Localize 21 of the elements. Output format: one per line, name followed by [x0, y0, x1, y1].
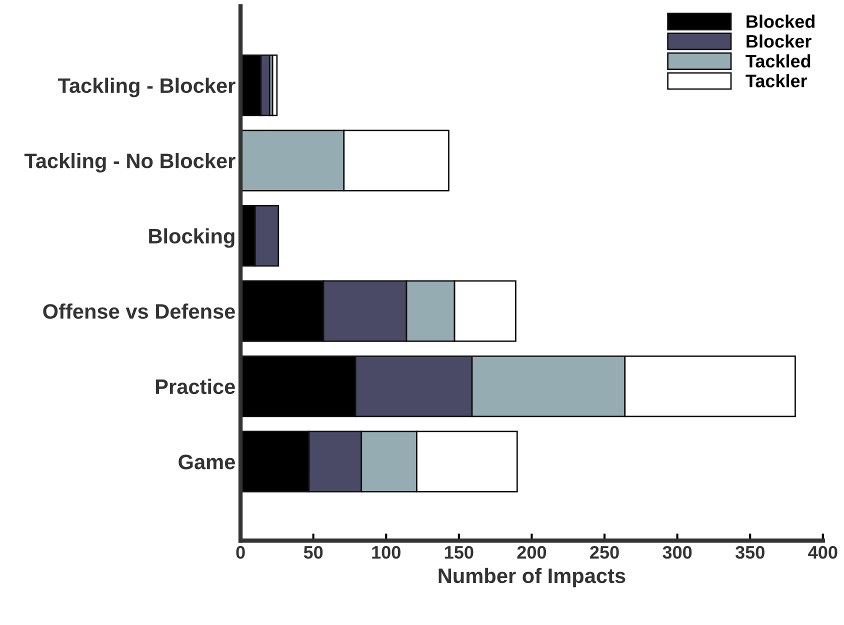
x-tick-label: 300: [662, 546, 692, 559]
x-tick-label: 150: [445, 546, 474, 559]
x-tick-label: 100: [372, 546, 400, 559]
legend-label: Tackled: [746, 54, 810, 68]
y-tick-label: Practice: [156, 378, 235, 394]
y-tick-label: Tackling - Blocker: [58, 78, 236, 98]
legend-label: Tackler: [746, 74, 808, 88]
y-tick-label: Blocking: [149, 228, 234, 248]
x-tick-label: 200: [517, 546, 546, 559]
x-tick-label: 250: [590, 546, 619, 559]
y-tick-label: Offense vs Defense: [43, 304, 235, 319]
x-axis-title: Number of Impacts: [438, 568, 626, 588]
y-tick-label: Game: [178, 454, 235, 470]
x-tick-label: 350: [735, 546, 764, 559]
legend-label: Blocked: [746, 14, 814, 28]
bar: [272, 54, 278, 116]
y-tick-label: Tackling - No Blocker: [24, 152, 236, 173]
x-tick-label: 400: [808, 546, 838, 559]
x-tick-label: 50: [304, 546, 323, 559]
x-tick-label: 0: [236, 546, 245, 559]
legend-label: Blocker: [746, 34, 812, 48]
